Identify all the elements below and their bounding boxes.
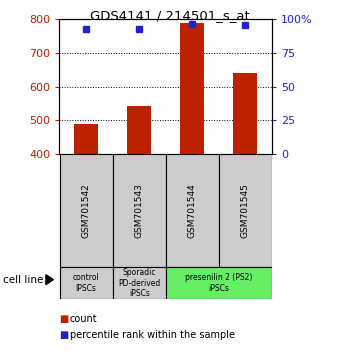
Bar: [234, 73, 257, 154]
Bar: [113, 154, 166, 267]
Bar: [166, 267, 272, 299]
Text: presenilin 2 (PS2)
iPSCs: presenilin 2 (PS2) iPSCs: [185, 274, 253, 293]
Text: ■: ■: [59, 314, 69, 324]
Text: Sporadic
PD-derived
iPSCs: Sporadic PD-derived iPSCs: [118, 268, 160, 298]
Bar: [59, 267, 113, 299]
Text: GSM701542: GSM701542: [82, 183, 90, 238]
Text: GSM701545: GSM701545: [241, 183, 250, 238]
Bar: [113, 267, 166, 299]
Text: ■: ■: [59, 330, 69, 339]
Text: GSM701543: GSM701543: [135, 183, 144, 238]
Text: control
IPSCs: control IPSCs: [73, 274, 99, 293]
Bar: [180, 23, 204, 154]
Bar: [74, 124, 98, 154]
Bar: [166, 154, 219, 267]
Text: cell line: cell line: [3, 275, 44, 285]
Text: count: count: [70, 314, 97, 324]
Bar: [59, 154, 113, 267]
Text: percentile rank within the sample: percentile rank within the sample: [70, 330, 235, 339]
Text: GDS4141 / 214501_s_at: GDS4141 / 214501_s_at: [90, 9, 250, 22]
Bar: [219, 154, 272, 267]
Bar: [127, 106, 151, 154]
Text: GSM701544: GSM701544: [188, 183, 197, 238]
